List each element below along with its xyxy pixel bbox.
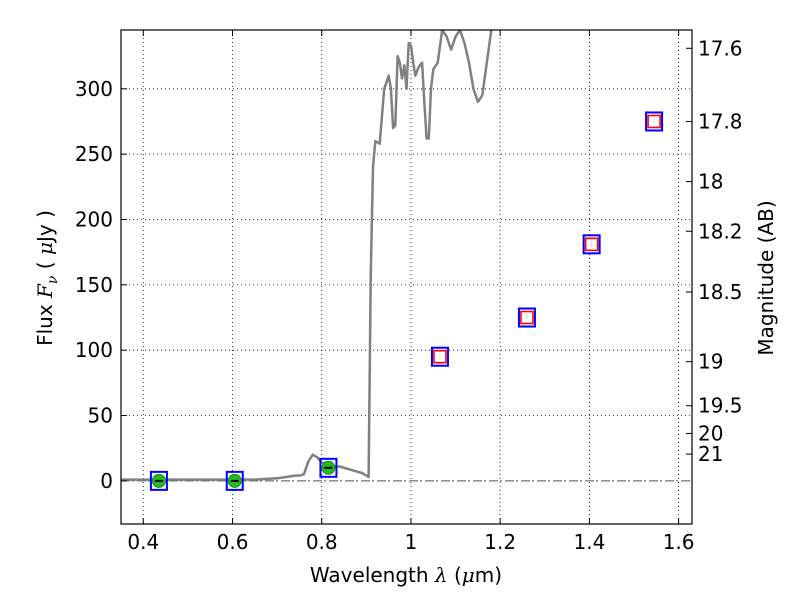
x-ticks: 0.4 0.6 0.8 1 1.2 1.4 1.6 [127,30,695,554]
y-ticks: 0 50 100 150 200 250 300 [75,77,127,493]
x-tick-label: 1.6 [663,530,695,554]
photometry-point [149,470,168,491]
y2-tick-label: 17.6 [698,36,743,60]
y2-tick-label: 18.2 [698,219,743,243]
y2-tick-label: 18.5 [698,280,743,304]
filter-flux-box [582,234,601,255]
photometry-point [319,457,338,478]
y2-tick-label: 21 [698,442,723,466]
y-axis-label: Flux Fν ( μJy ) [33,210,61,346]
x-tick-label: 1 [405,530,418,554]
photometry-point [225,470,244,491]
x-tick-label: 1.4 [573,530,605,554]
plot-frame [120,29,693,525]
y-tick-label: 0 [100,469,113,493]
filter-flux-box [645,111,664,132]
y-tick-label: 300 [75,77,113,101]
y-tick-label: 100 [75,338,113,362]
filter-flux-box [225,470,244,491]
y2-tick-label: 19.5 [698,394,743,418]
y2-tick-label: 18 [698,170,723,194]
x-tick-label: 0.8 [306,530,338,554]
x-axis-label: Wavelength λ (μm) [310,563,502,587]
y2-tick-label: 17.8 [698,109,743,133]
plot-area [121,30,692,524]
photometry-point [517,307,536,328]
x-tick-label: 0.6 [217,530,249,554]
filter-flux-box [430,346,449,367]
photometry-point [582,234,601,255]
y2-tick-label: 20 [698,421,723,445]
spectrum-layer [121,30,493,481]
filter-flux-box [517,307,536,328]
model-spectrum-line [121,30,493,481]
y-tick-label: 250 [75,142,113,166]
y2-tick-label: 19 [698,350,723,374]
photometry-point [430,346,449,367]
y-tick-label: 150 [75,273,113,297]
filter-flux-box [149,470,168,491]
photometry-point [645,111,664,132]
filter-flux-box [319,457,338,478]
y-tick-label: 200 [75,207,113,231]
x-tick-label: 1.2 [484,530,516,554]
y2-axis-label: Magnitude (AB) [754,200,778,355]
y-tick-label: 50 [88,404,113,428]
x-tick-label: 0.4 [127,530,159,554]
photometry-points [149,111,664,491]
